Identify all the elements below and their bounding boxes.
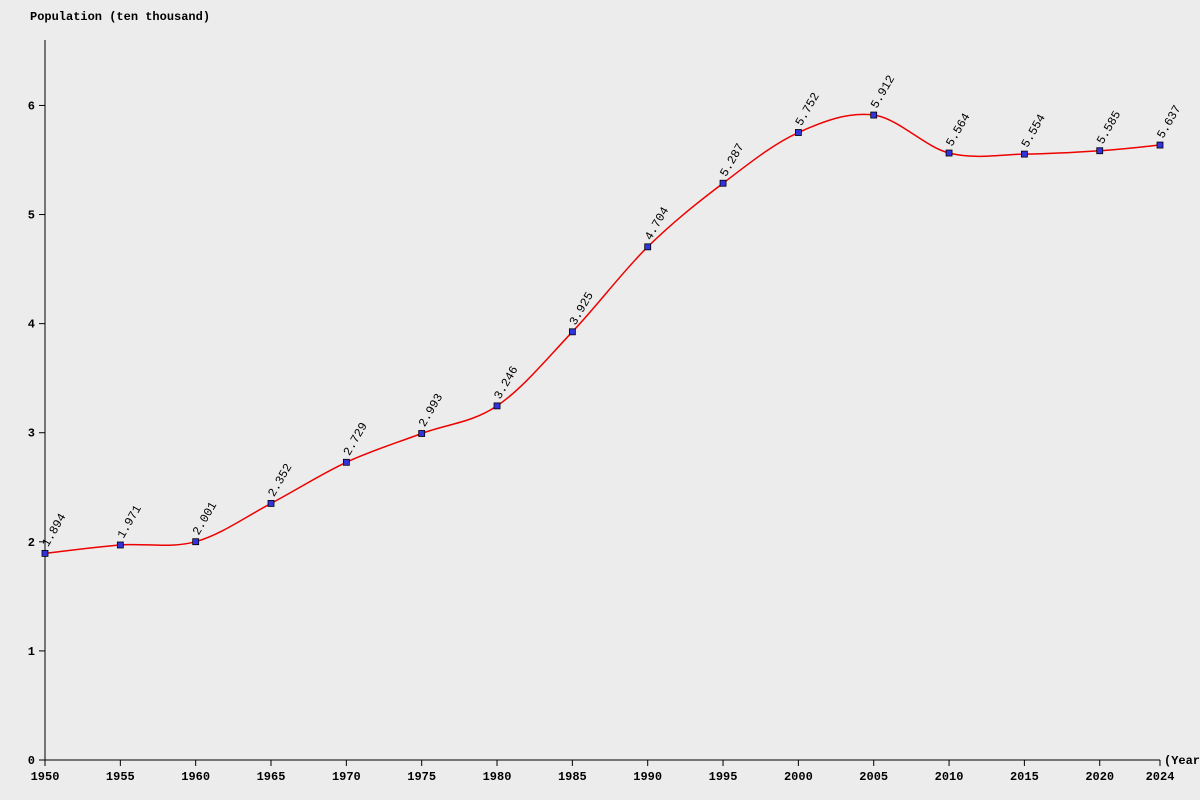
data-marker [569, 329, 575, 335]
data-marker [193, 539, 199, 545]
x-tick-label: 2010 [935, 770, 964, 784]
x-tick-label: 1960 [181, 770, 210, 784]
data-marker [871, 112, 877, 118]
data-marker [117, 542, 123, 548]
x-tick-label: 1980 [483, 770, 512, 784]
x-tick-label: 2020 [1085, 770, 1114, 784]
y-tick-label: 3 [28, 427, 35, 441]
x-tick-label: 1975 [407, 770, 436, 784]
x-tick-label: 2024 [1146, 770, 1175, 784]
x-tick-label: 1985 [558, 770, 587, 784]
data-marker [494, 403, 500, 409]
data-marker [1021, 151, 1027, 157]
data-marker [343, 459, 349, 465]
data-marker [946, 150, 952, 156]
data-marker [1097, 148, 1103, 154]
x-tick-label: 2015 [1010, 770, 1039, 784]
y-tick-label: 5 [28, 209, 35, 223]
y-tick-label: 0 [28, 754, 35, 768]
y-axis-title: Population (ten thousand) [30, 10, 210, 24]
data-marker [720, 180, 726, 186]
data-marker [795, 130, 801, 136]
data-marker [268, 500, 274, 506]
x-tick-label: 1990 [633, 770, 662, 784]
data-marker [419, 430, 425, 436]
chart-svg: 1950 1955 1960 1965 1970 1975 1980 1985 1990 1995… [0, 0, 1200, 800]
x-tick-label: 2000 [784, 770, 813, 784]
data-marker [1157, 142, 1163, 148]
x-tick-label: 1995 [709, 770, 738, 784]
x-tick-label: 1965 [257, 770, 286, 784]
x-tick-label: 1950 [31, 770, 60, 784]
y-tick-label: 4 [28, 318, 35, 332]
chart-background [0, 0, 1200, 800]
y-tick-label: 6 [28, 99, 35, 113]
x-tick-label: 2005 [859, 770, 888, 784]
x-tick-label: 1955 [106, 770, 135, 784]
y-tick-label: 2 [28, 536, 35, 550]
x-axis-title: (Year) [1164, 754, 1200, 768]
population-line-chart: 1950 1955 1960 1965 1970 1975 1980 1985 1990 1995… [0, 0, 1200, 800]
data-marker [645, 244, 651, 250]
y-tick-label: 1 [28, 645, 35, 659]
data-marker [42, 550, 48, 556]
x-tick-label: 1970 [332, 770, 361, 784]
